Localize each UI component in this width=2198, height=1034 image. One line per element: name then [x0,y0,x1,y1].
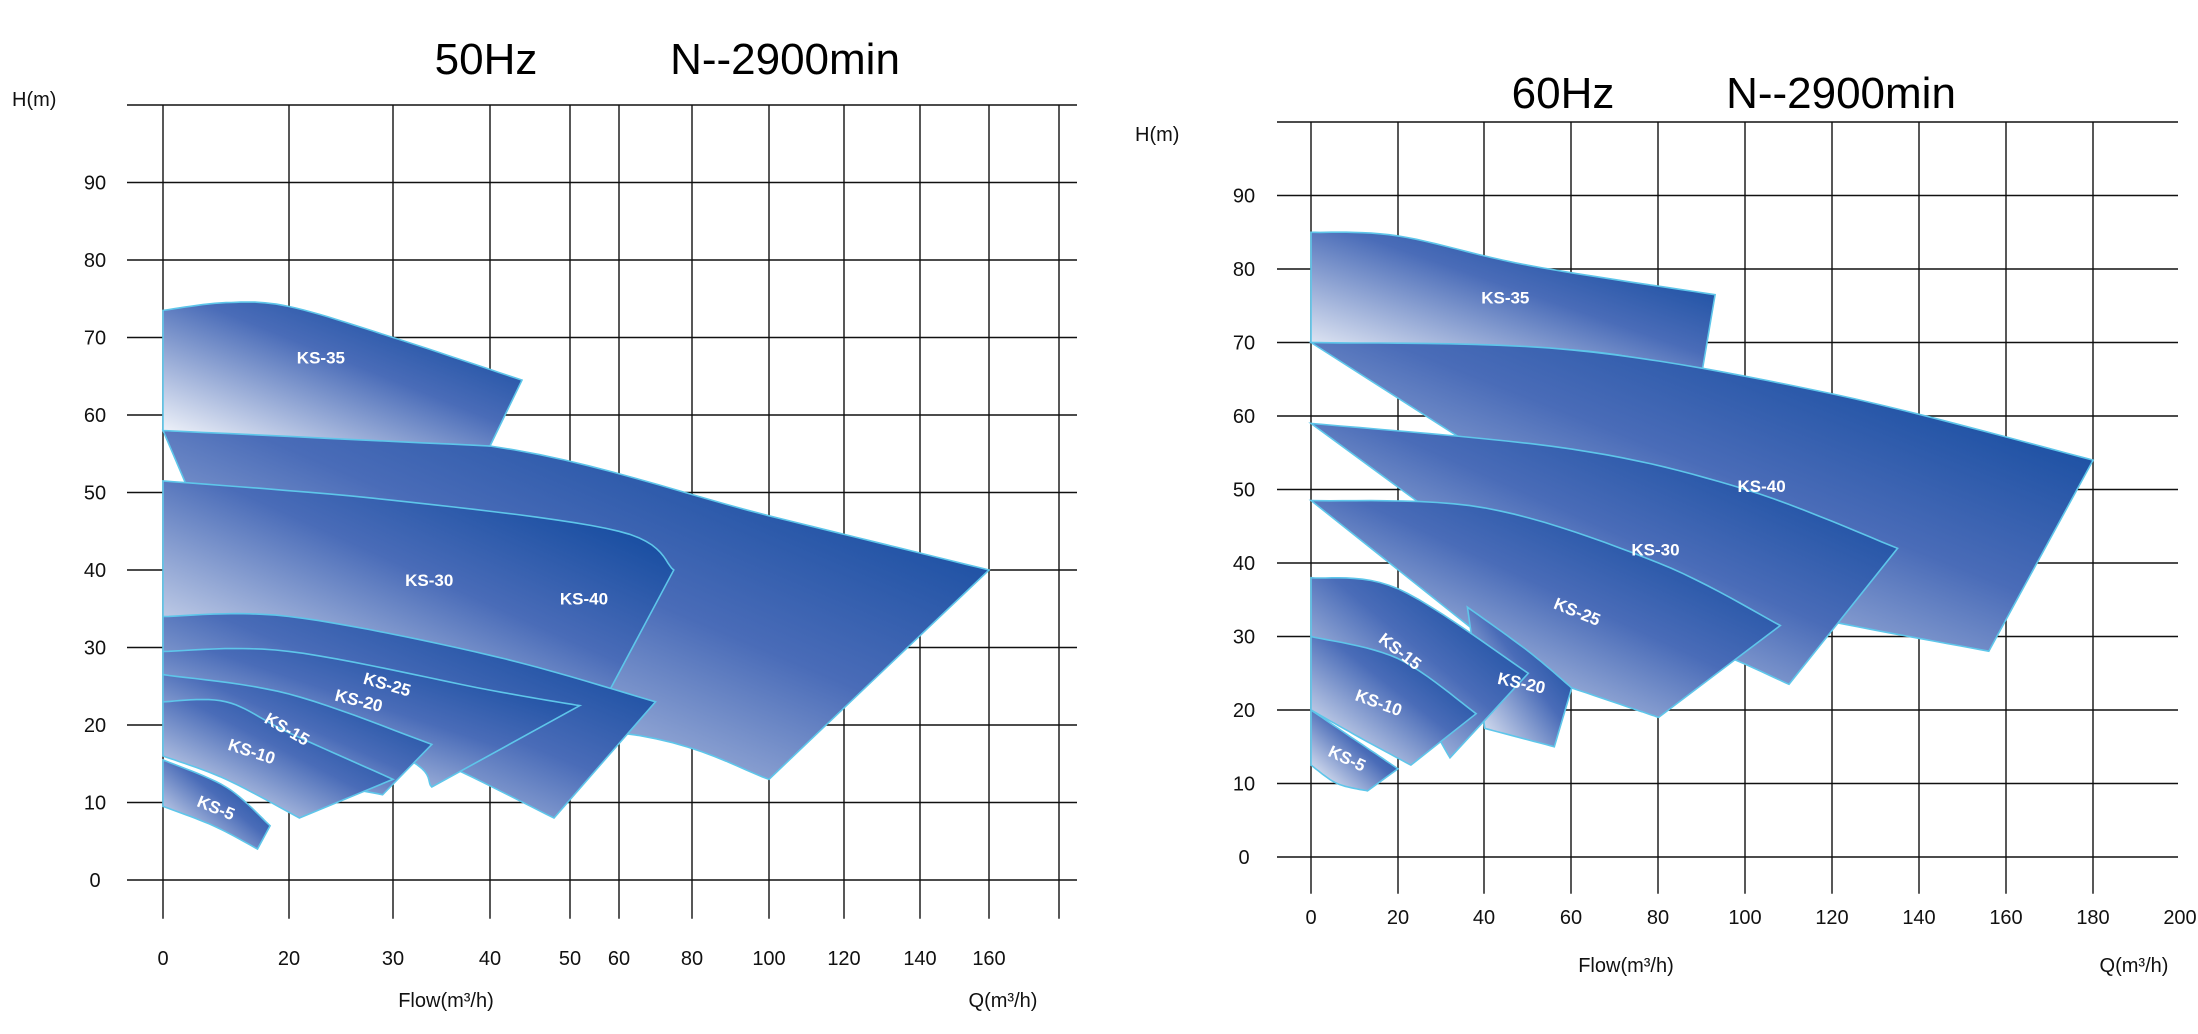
x-axis-label: Flow(m³/h) [398,990,494,1012]
x-tick-label: 40 [1473,907,1495,929]
x-tick-labels: 0 20 40 60 80 100 120 140 160 180 200 [1305,907,2196,929]
y-tick-labels: 0 10 20 30 40 50 60 70 80 90 [84,173,106,893]
x-tick-label: 180 [2076,907,2109,929]
x-tick-label: 80 [681,948,703,970]
chart-title-frequency: 60Hz [1512,69,1615,118]
y-tick-label: 0 [1238,847,1249,869]
series-label: KS-30 [1631,540,1679,559]
x-tick-label: 20 [278,948,300,970]
y-tick-label: 80 [1233,259,1255,281]
performance-area-ks-35 [162,301,524,447]
series-label: KS-40 [560,589,608,608]
x-tick-label: 20 [1387,907,1409,929]
y-axis-label: H(m) [1135,124,1179,146]
performance-area-ks-5 [162,758,272,851]
series-label: KS-35 [1481,288,1529,307]
x-tick-label: 0 [1305,907,1316,929]
x-tick-label: 60 [608,948,630,970]
chart-50hz: 50Hz N--2900min H(m) KS-40KS-35KS-30KS-2… [12,35,1077,1012]
chart-title-frequency: 50Hz [435,35,538,84]
y-tick-label: 10 [84,793,106,815]
series-label: KS-30 [405,571,453,590]
chart-60hz: 60Hz N--2900min H(m) KS-35KS-40KS-30KS-2… [1135,69,2197,977]
performance-area-ks-10 [1310,635,1478,767]
x-tick-label: 120 [1815,907,1848,929]
y-axis-label: H(m) [12,89,56,111]
y-tick-label: 10 [1233,774,1255,796]
y-tick-label: 60 [84,405,106,427]
y-tick-label: 50 [1233,480,1255,502]
y-tick-label: 90 [84,173,106,195]
performance-area-ks-10 [162,698,396,819]
y-tick-label: 70 [84,328,106,350]
x-tick-label: 140 [1902,907,1935,929]
x-tick-label: 100 [1728,907,1761,929]
y-tick-label: 90 [1233,186,1255,208]
x-tick-label: 40 [479,948,501,970]
chart-title-speed: N--2900min [670,35,900,84]
x-tick-label: 30 [382,948,404,970]
y-tick-label: 30 [84,638,106,660]
x-tick-label: 160 [1989,907,2022,929]
x-tick-label: 140 [903,948,936,970]
y-tick-label: 20 [84,715,106,737]
y-tick-label: 80 [84,250,106,272]
x-axis-label: Flow(m³/h) [1578,955,1674,977]
x-tick-label: 100 [752,948,785,970]
y-tick-label: 60 [1233,406,1255,428]
x-tick-label: 160 [972,948,1005,970]
x-axis-label-right: Q(m³/h) [2100,955,2169,977]
y-tick-label: 0 [89,870,100,892]
chart-title-speed: N--2900min [1726,69,1956,118]
x-tick-label: 200 [2163,907,2196,929]
x-tick-label: 80 [1647,907,1669,929]
x-tick-label: 120 [827,948,860,970]
y-tick-label: 40 [84,560,106,582]
x-tick-label: 50 [559,948,581,970]
y-tick-labels: 0 10 20 30 40 50 60 70 80 90 [1233,186,1255,870]
x-tick-label: 60 [1560,907,1582,929]
x-tick-labels: 0 20 30 40 50 60 80 100 120 140 160 [157,948,1005,970]
series-label: KS-35 [297,349,345,368]
x-tick-label: 0 [157,948,168,970]
performance-area-ks-5 [1310,708,1400,792]
y-tick-label: 40 [1233,553,1255,575]
y-tick-label: 20 [1233,700,1255,722]
x-axis-label-right: Q(m³/h) [969,990,1038,1012]
y-tick-label: 70 [1233,333,1255,355]
y-tick-label: 50 [84,483,106,505]
series-label: KS-40 [1738,477,1786,496]
performance-area-ks-25 [1308,499,1782,719]
y-tick-label: 30 [1233,627,1255,649]
